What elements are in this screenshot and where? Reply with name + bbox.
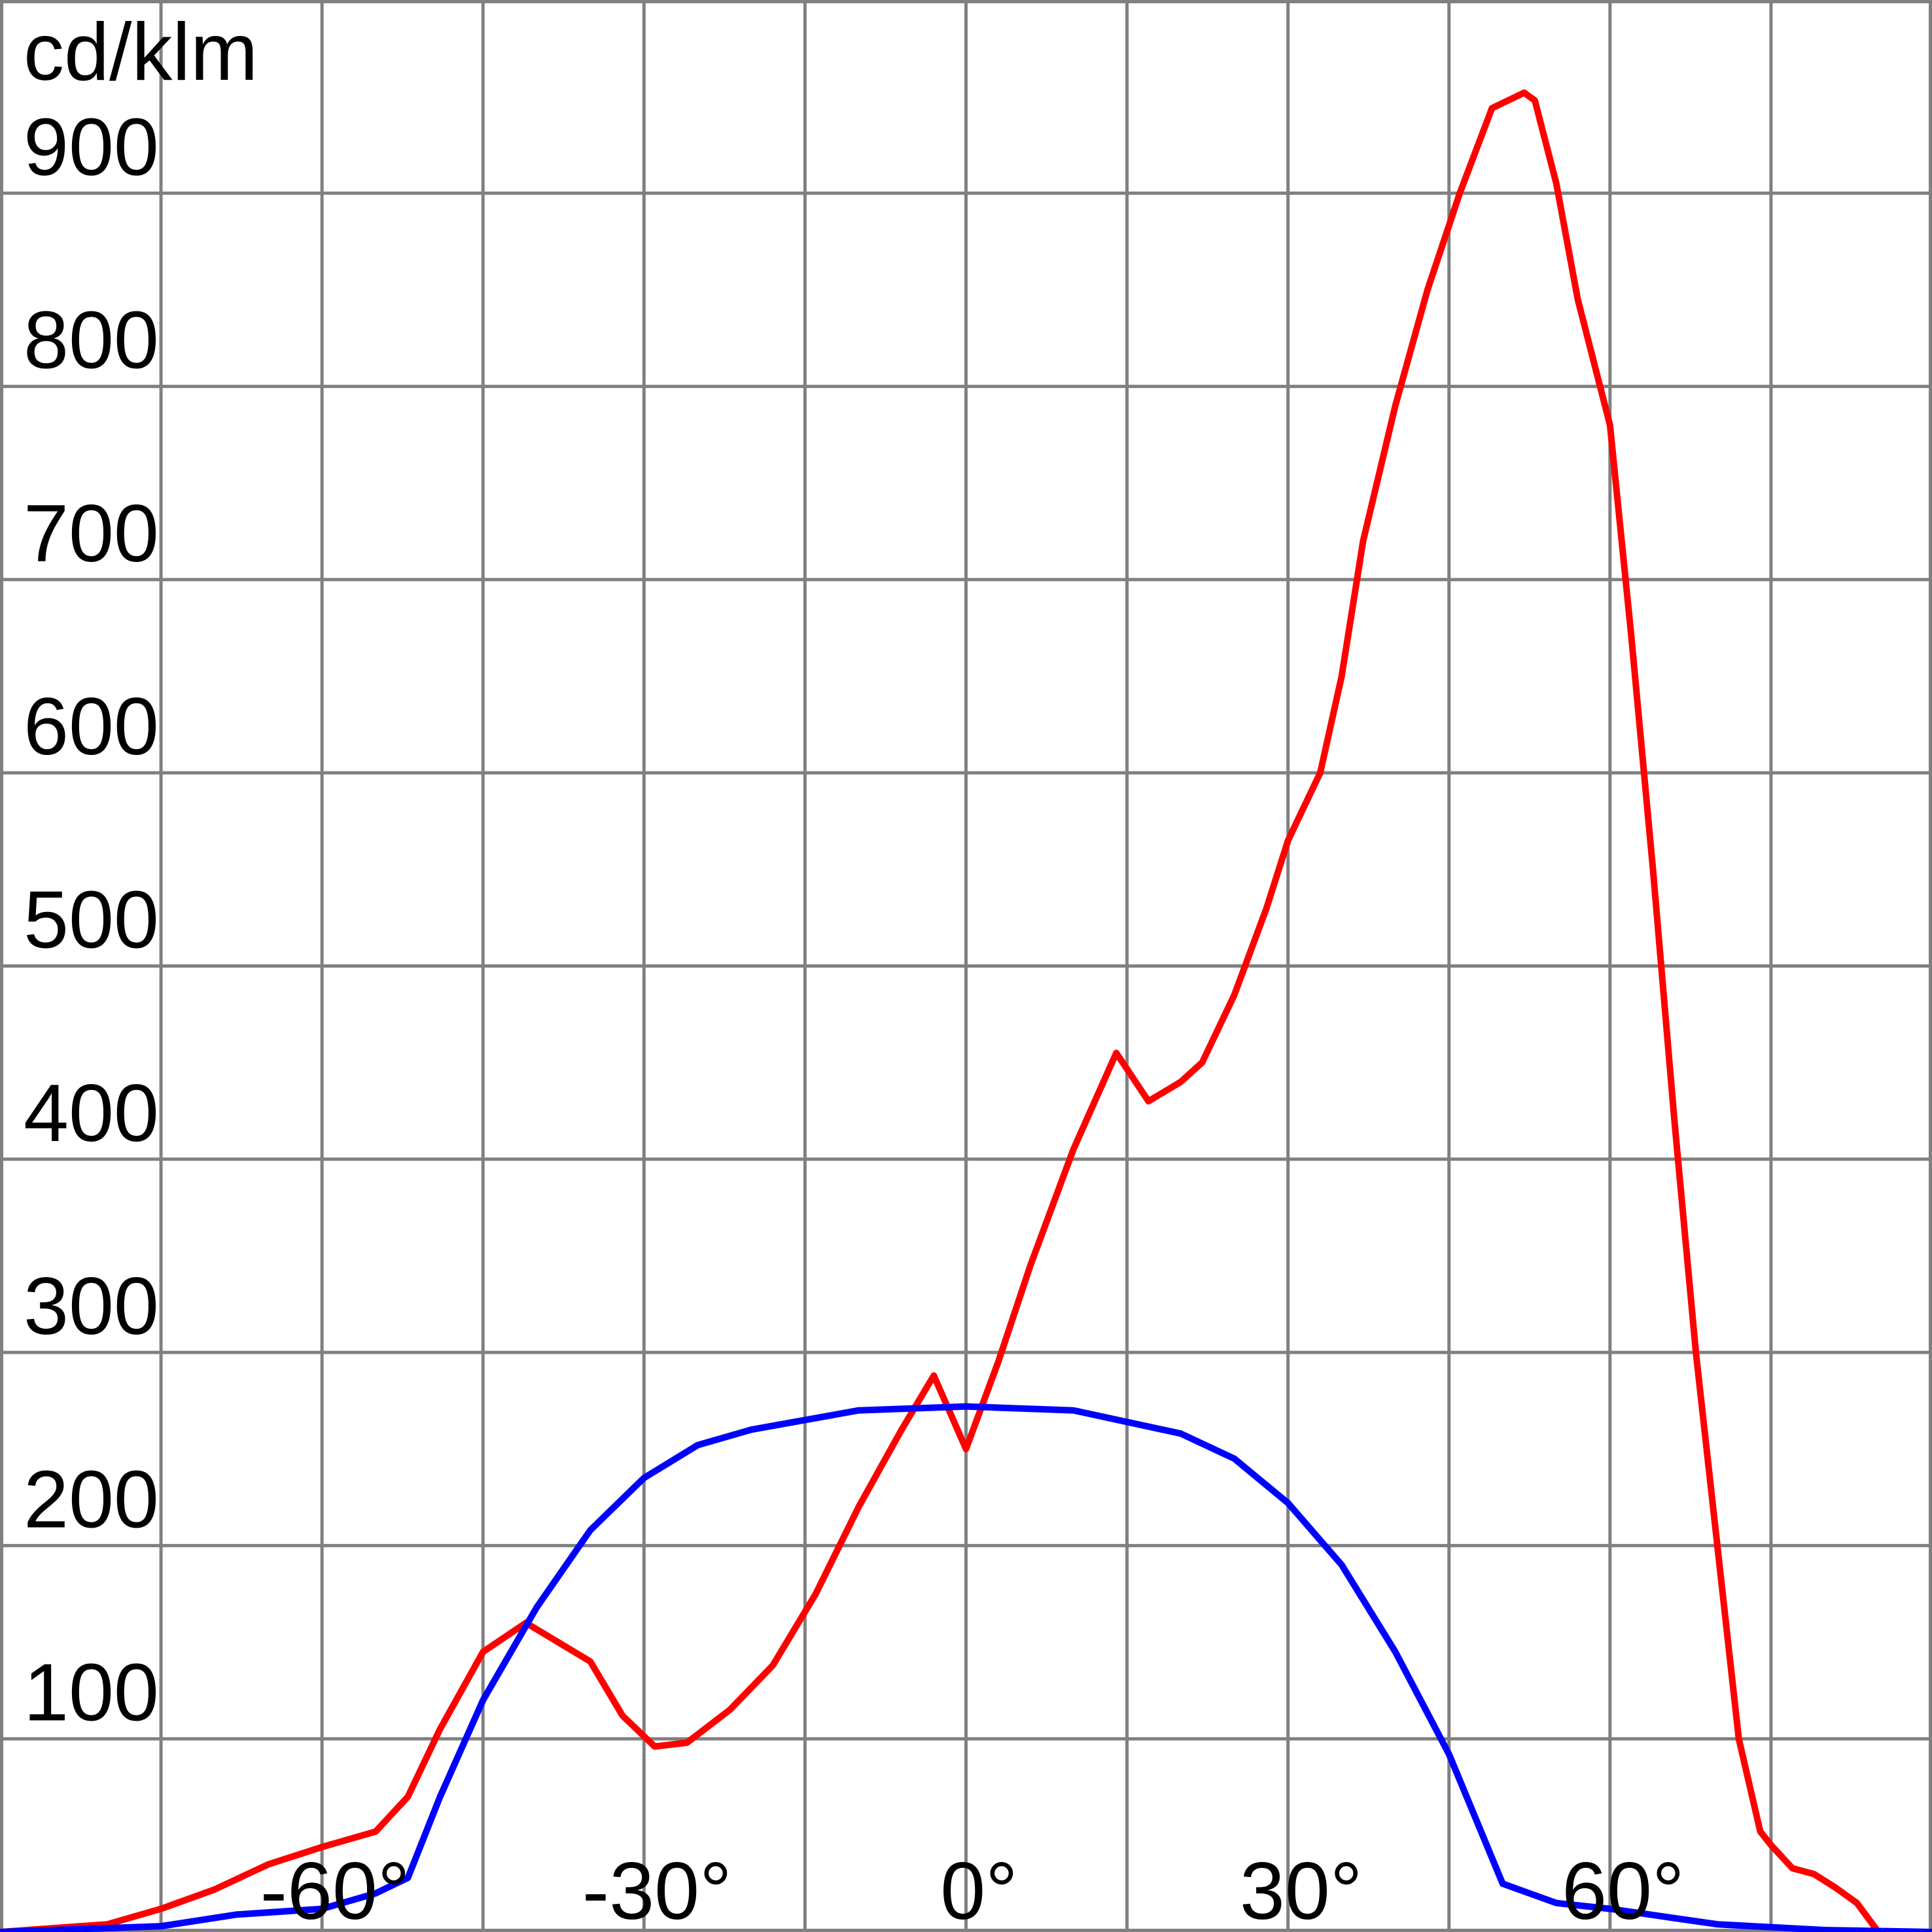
y-tick-label: 100 xyxy=(24,1648,159,1738)
series-group xyxy=(0,89,1932,1932)
x-tick-label: 30° xyxy=(1240,1846,1363,1932)
y-tick-label: 200 xyxy=(24,1454,159,1545)
y-tick-label: 400 xyxy=(24,1068,159,1159)
series-line-1 xyxy=(0,89,1882,1932)
y-tick-labels: 100 200 300 400 500 600 700 800 900 xyxy=(24,102,159,1738)
series-line-2 xyxy=(0,1403,1932,1932)
y-tick-label: 700 xyxy=(24,489,159,579)
x-tick-label: 0° xyxy=(940,1846,1018,1932)
y-tick-label: 300 xyxy=(24,1261,159,1352)
y-tick-label: 900 xyxy=(24,102,159,192)
x-tick-label: 60° xyxy=(1562,1846,1685,1932)
y-tick-label: 500 xyxy=(24,875,159,966)
y-axis-label: cd/klm xyxy=(24,7,258,97)
y-tick-label: 600 xyxy=(24,682,159,772)
x-tick-label: -30° xyxy=(582,1846,732,1932)
x-tick-label: -60° xyxy=(260,1846,410,1932)
y-tick-label: 800 xyxy=(24,296,159,386)
x-tick-labels: -60° -30° 0° 30° 60° xyxy=(260,1846,1685,1932)
